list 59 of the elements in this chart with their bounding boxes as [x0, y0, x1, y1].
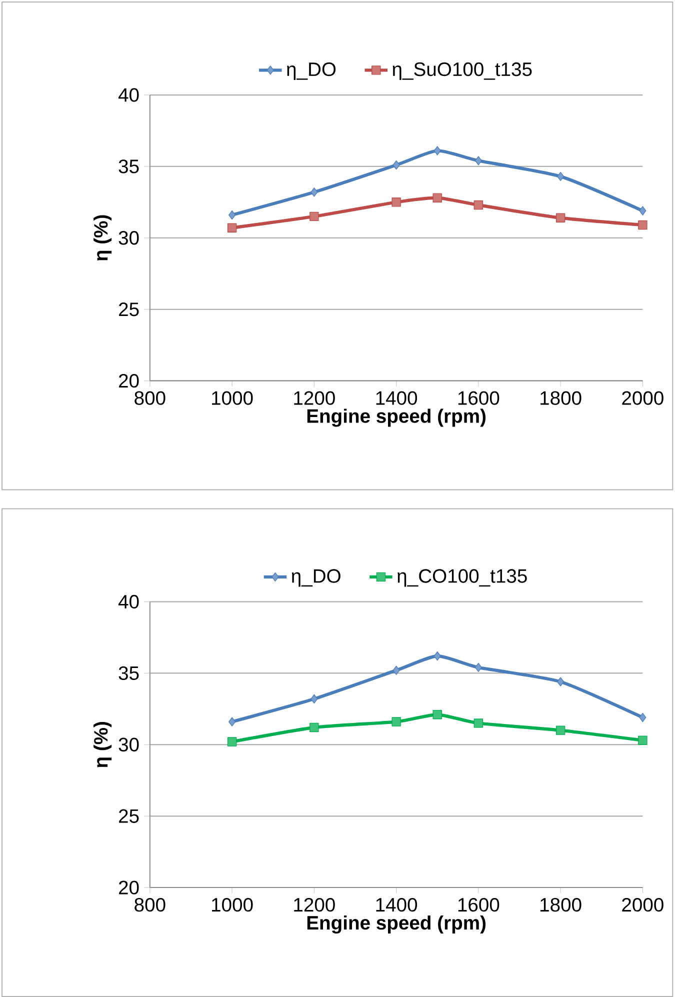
x-axis-title: Engine speed (rpm)	[308, 915, 486, 934]
y-tick-label: 20	[119, 880, 139, 894]
point	[557, 677, 564, 686]
y-tick-label: 35	[118, 160, 139, 174]
point	[392, 198, 402, 207]
x-tick-label: 800	[134, 898, 166, 912]
point	[392, 160, 400, 170]
point	[392, 717, 402, 726]
point	[228, 210, 236, 220]
point	[228, 223, 237, 232]
point	[432, 193, 442, 202]
point	[475, 662, 482, 672]
x-tick-label: 1600	[458, 391, 500, 405]
x-tick-label: 1800	[540, 898, 582, 912]
y-tick-label: 25	[119, 302, 139, 316]
point	[638, 736, 648, 745]
y-tick-label: 40	[118, 88, 139, 102]
point	[475, 156, 482, 166]
y-tick-label: 40	[118, 594, 139, 609]
x-tick-label: 2000	[622, 391, 664, 405]
legend-label: η_DO	[292, 569, 341, 587]
point	[639, 206, 646, 216]
point	[556, 213, 566, 222]
point	[228, 737, 237, 746]
legend-label: η_SuO100_t135	[392, 62, 532, 80]
x-tick-label: 1400	[376, 391, 418, 405]
point	[228, 717, 236, 726]
x-tick-label: 2000	[622, 898, 664, 912]
point	[392, 666, 400, 675]
x-tick-label: 1600	[458, 898, 500, 912]
x-tick-label: 1000	[212, 898, 253, 912]
y-axis-title: η (%)	[94, 215, 112, 260]
point	[638, 220, 648, 230]
y-tick-label: 30	[118, 738, 139, 752]
legend-label: η_CO100_t135	[398, 569, 528, 587]
y-axis-title: η (%)	[94, 722, 112, 768]
point	[310, 694, 318, 704]
point	[557, 172, 564, 182]
x-tick-label: 800	[134, 391, 166, 405]
point	[310, 188, 318, 197]
point	[474, 200, 484, 210]
x-tick-label: 1400	[376, 898, 418, 912]
x-tick-label: 1200	[294, 898, 336, 912]
x-tick-label: 1800	[540, 391, 582, 405]
point	[639, 712, 646, 722]
y-tick-label: 25	[119, 809, 139, 823]
x-tick-label: 1200	[294, 391, 336, 405]
y-tick-label: 20	[119, 374, 139, 388]
point	[434, 651, 442, 661]
x-tick-label: 1000	[212, 391, 253, 405]
point	[432, 710, 442, 720]
y-tick-label: 35	[118, 666, 139, 680]
legend-label: η_DO	[287, 62, 336, 80]
point	[474, 718, 484, 728]
point	[556, 726, 566, 735]
y-tick-label: 30	[118, 231, 139, 245]
x-axis-title: Engine speed (rpm)	[308, 408, 486, 427]
point	[310, 722, 319, 732]
point	[310, 212, 319, 222]
